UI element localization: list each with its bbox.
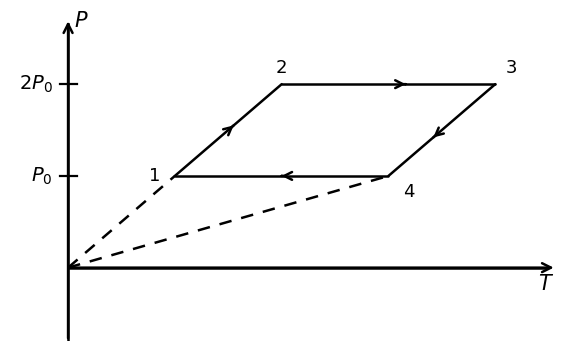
Text: $T$: $T$ — [538, 274, 555, 294]
Text: 4: 4 — [402, 183, 414, 201]
Text: $P$: $P$ — [74, 11, 88, 31]
Text: 3: 3 — [505, 59, 517, 77]
Text: $2P_0$: $2P_0$ — [19, 74, 53, 95]
Text: 1: 1 — [150, 167, 161, 185]
Text: 2: 2 — [276, 59, 287, 77]
Text: $P_0$: $P_0$ — [31, 165, 53, 187]
